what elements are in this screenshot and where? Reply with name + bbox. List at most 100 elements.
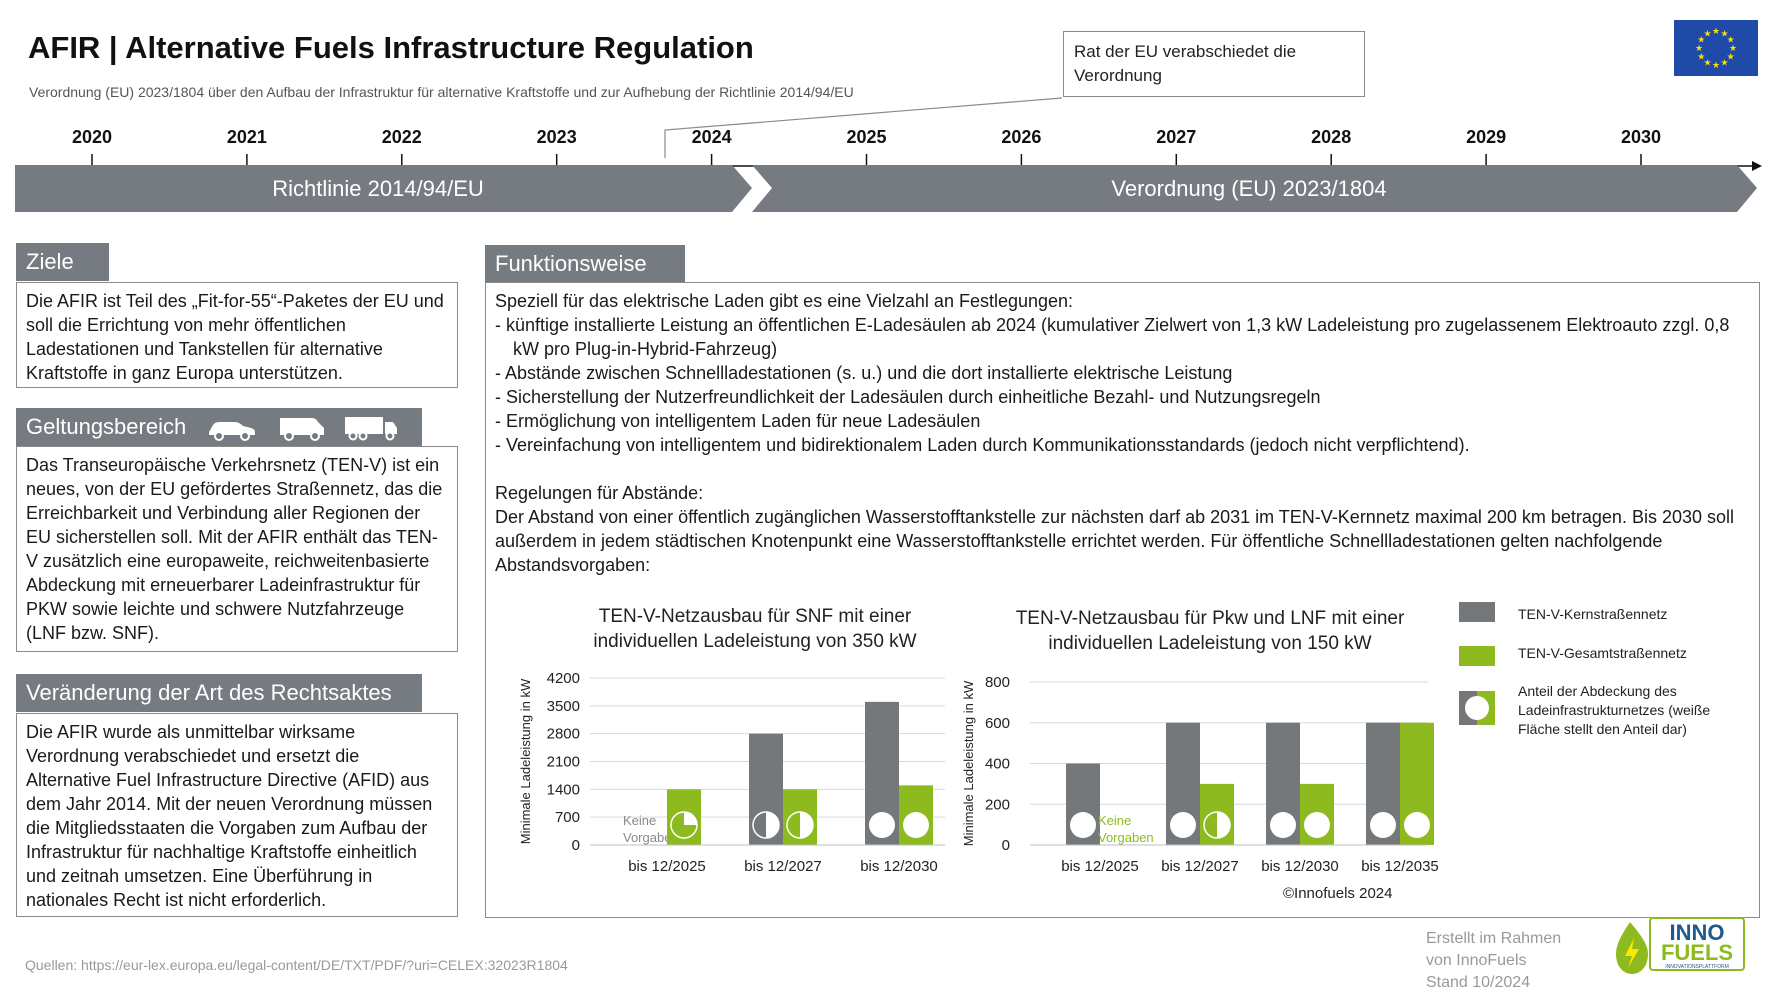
- callout-leader-line: [664, 97, 1063, 158]
- eu-star-icon: ★: [1703, 58, 1711, 68]
- ziele-header: Ziele: [16, 243, 109, 281]
- page-title: AFIR | Alternative Fuels Infrastructure …: [28, 30, 754, 65]
- legend-swatch-total: [1459, 646, 1495, 666]
- y-tick-label: 800: [985, 674, 1010, 691]
- car-icon: [209, 422, 255, 441]
- timeline-year-2021: 2021: [226, 127, 267, 147]
- bullet-item: - Vereinfachung von intelligentem und bi…: [495, 435, 1470, 455]
- created-line: Erstellt im Rahmen: [1426, 930, 1562, 947]
- logo-text: INNO: [1670, 920, 1725, 945]
- x-category-label: bis 12/2027: [744, 858, 822, 875]
- legend-label-total: TEN-V-Gesamtstraßennetz: [1518, 645, 1687, 661]
- copyright: ©Innofuels 2024: [1283, 885, 1393, 902]
- x-category-label: bis 12/2025: [1061, 858, 1139, 875]
- no-target-annotation: Vorgaben: [1098, 830, 1154, 845]
- legend-label-core: TEN-V-Kernstraßennetz: [1518, 606, 1668, 622]
- y-tick-label: 0: [1002, 837, 1010, 854]
- coverage-indicator: [1304, 812, 1330, 838]
- coverage-indicator: [1370, 812, 1396, 838]
- phase1-label: Richtlinie 2014/94/EU: [272, 176, 484, 201]
- no-target-annotation: Keine: [1098, 813, 1131, 828]
- rechtsakt-box: Die AFIR wurde als unmittelbar wirksame …: [16, 713, 458, 917]
- funktionsweise-intro: Speziell für das elektrische Laden gibt …: [495, 291, 1074, 311]
- funktionsweise-box: Speziell für das elektrische Laden gibt …: [485, 282, 1760, 918]
- geltungsbereich-text: Das Transeuropäische Verkehrsnetz (TEN-V…: [26, 455, 443, 643]
- timeline-year-2029: 2029: [1466, 127, 1507, 147]
- created-line: von InnoFuels: [1426, 952, 1527, 969]
- phase1-arrow: [15, 165, 752, 212]
- geltungsbereich-title: Geltungsbereich: [26, 414, 187, 439]
- timeline-year-2026: 2026: [1001, 127, 1042, 147]
- chart-1: 0 700 1400 2100 2800 3500 4200 Minimale Ladelei…: [518, 670, 945, 875]
- logo-text: FUELS: [1661, 940, 1733, 965]
- y-axis-label: Minimale Ladeleistung in kW: [518, 678, 533, 844]
- coverage-indicator: [869, 812, 895, 838]
- geltungsbereich-box: Das Transeuropäische Verkehrsnetz (TEN-V…: [16, 446, 458, 652]
- bullet-item: - künftige installierte Leistung an öffe…: [495, 315, 1730, 359]
- van-icon: [280, 418, 324, 441]
- coverage-indicator: [1404, 812, 1430, 838]
- y-tick-label: 700: [555, 809, 580, 826]
- timeline-year-2027: 2027: [1156, 127, 1197, 147]
- legend-swatch-core: [1459, 602, 1495, 622]
- created-note: Erstellt im Rahmen von InnoFuels Stand 1…: [1426, 928, 1561, 994]
- callout-box: Rat der EU verabschiedet die Verordnung: [1063, 31, 1365, 97]
- page-subtitle: Verordnung (EU) 2023/1804 über den Aufba…: [29, 84, 854, 100]
- legend-swatch-share: [1459, 691, 1495, 725]
- truck-icon: [345, 417, 397, 441]
- rechtsakt-header: Veränderung der Art des Rechtsaktes: [16, 674, 422, 712]
- rechtsakt-text: Die AFIR wurde als unmittelbar wirksame …: [26, 722, 433, 910]
- eu-star-icon: ★: [1727, 52, 1735, 62]
- coverage-fill: [684, 812, 697, 825]
- eu-star-icon: ★: [1729, 43, 1737, 53]
- sources-link[interactable]: Quellen: https://eur-lex.europa.eu/legal…: [25, 957, 568, 973]
- bullet-item: - Ermöglichung von intelligentem Laden f…: [495, 411, 981, 431]
- coverage-indicator: [1170, 812, 1196, 838]
- eu-star-icon: ★: [1697, 35, 1705, 45]
- chart-2: 0 200 400 600 800 Minimale Ladeleistung in kW…: [961, 674, 1439, 875]
- coverage-fill: [766, 812, 779, 838]
- timeline-year-2030: 2030: [1620, 127, 1662, 147]
- timeline-year-2020: 2020: [71, 127, 113, 147]
- y-tick-label: 200: [985, 796, 1010, 813]
- eu-star-icon: ★: [1720, 28, 1728, 38]
- y-tick-label: 600: [985, 715, 1010, 732]
- no-target-annotation: Vorgaben: [623, 830, 679, 845]
- innofuels-logo: INNO FUELS INNOVATIONSPLATTFORM: [1612, 916, 1746, 976]
- bullet-item: - Sicherstellung der Nutzerfreundlichkei…: [495, 387, 1321, 407]
- chart2-title: TEN-V-Netzausbau für Pkw und LNF mit ein…: [1015, 608, 1405, 654]
- coverage-indicator: [1070, 812, 1096, 838]
- y-axis-label: Minimale Ladeleistung in kW: [961, 680, 976, 846]
- eu-star-icon: ★: [1727, 35, 1735, 45]
- phase2-arrow: [752, 165, 1757, 212]
- abstand-text: Der Abstand von einer öffentlich zugängl…: [495, 507, 1735, 575]
- no-target-annotation: Keine: [623, 813, 656, 828]
- vehicle-icons: [209, 417, 397, 441]
- timeline-year-2022: 2022: [381, 127, 422, 147]
- timeline-year-2024: 2024: [691, 127, 732, 147]
- x-category-label: bis 12/2027: [1161, 858, 1239, 875]
- timeline-axis: [15, 154, 1762, 212]
- x-category-label: bis 12/2030: [1261, 858, 1339, 875]
- created-line: Stand 10/2024: [1426, 974, 1531, 991]
- x-category-label: bis 12/2030: [860, 858, 938, 875]
- y-tick-label: 1400: [547, 781, 580, 798]
- eu-flag-icon: ★ ★ ★ ★ ★ ★ ★ ★ ★ ★ ★ ★: [1674, 20, 1758, 76]
- legend-label-share: Anteil der Abdeckung des Ladeinfrastrukt…: [1518, 683, 1711, 737]
- y-tick-label: 4200: [547, 670, 580, 687]
- coverage-indicator: [903, 812, 929, 838]
- eu-star-icon: ★: [1695, 43, 1703, 53]
- ziele-text: Die AFIR ist Teil des „Fit-for-55“-Paket…: [26, 291, 444, 383]
- y-tick-label: 0: [572, 837, 580, 854]
- coverage-fill: [800, 812, 813, 838]
- bullet-item: - Abstände zwischen Schnellladestationen…: [495, 363, 1233, 383]
- timeline-year-2023: 2023: [536, 127, 577, 147]
- y-tick-label: 3500: [547, 698, 580, 715]
- eu-star-icon: ★: [1703, 28, 1711, 38]
- x-category-label: bis 12/2035: [1361, 858, 1439, 875]
- phase2-label: Verordnung (EU) 2023/1804: [1111, 176, 1387, 201]
- coverage-fill: [1217, 812, 1230, 838]
- eu-star-icon: ★: [1712, 26, 1720, 36]
- eu-star-icon: ★: [1712, 60, 1720, 70]
